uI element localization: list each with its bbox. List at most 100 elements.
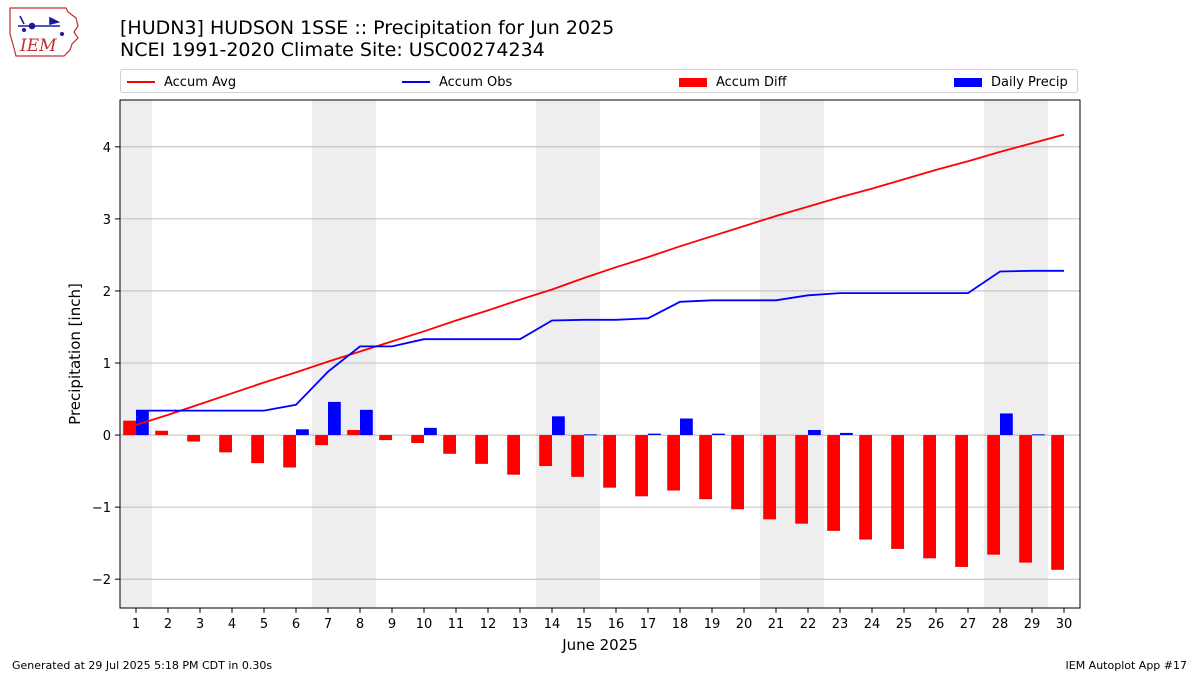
x-tick-label: 15 — [576, 617, 593, 632]
accum-diff-bar — [859, 435, 872, 540]
y-tick-label: 3 — [103, 213, 111, 228]
x-tick-label: 17 — [640, 617, 657, 632]
accum-diff-bar — [219, 435, 232, 453]
legend-item-accum-diff: Accum Diff — [679, 73, 787, 91]
iowa-state-outline — [9, 7, 79, 57]
accum-diff-bar — [827, 435, 840, 531]
daily-precip-bar — [712, 433, 725, 436]
x-tick-label: 4 — [228, 617, 236, 632]
logo-text: IEM — [19, 36, 57, 56]
legend-label-accum-obs: Accum Obs — [439, 74, 513, 90]
x-tick-label: 30 — [1056, 617, 1073, 632]
legend-swatch-accum-diff — [679, 77, 707, 87]
legend-item-daily-precip: Daily Precip — [954, 73, 1068, 91]
bars — [123, 401, 1064, 570]
accum-diff-bar — [1051, 435, 1064, 570]
daily-precip-bar — [296, 429, 309, 436]
y-tick-label: −2 — [92, 573, 111, 588]
iem-logo: IEM — [9, 7, 79, 57]
accum-diff-bar — [347, 430, 360, 436]
accum-diff-bar — [955, 435, 968, 567]
daily-precip-bar — [648, 433, 661, 436]
accum-diff-bar — [891, 435, 904, 549]
x-tick-label: 24 — [864, 617, 881, 632]
accum-diff-bar — [667, 435, 680, 491]
chart-title: [HUDN3] HUDSON 1SSE :: Precipitation for… — [120, 17, 615, 39]
legend-label-accum-avg: Accum Avg — [164, 74, 237, 90]
x-tick-label: 26 — [928, 617, 945, 632]
accum-diff-bar — [443, 435, 456, 454]
weekend-shade-3 — [760, 100, 824, 608]
daily-precip-bar — [328, 401, 341, 436]
x-tick-label: 23 — [832, 617, 849, 632]
daily-precip-bar — [552, 416, 565, 436]
x-tick-label: 25 — [896, 617, 913, 632]
accum-diff-bar — [187, 435, 200, 442]
x-tick-label: 7 — [324, 617, 332, 632]
legend-label-daily-precip: Daily Precip — [991, 74, 1068, 90]
x-tick-label: 6 — [292, 617, 300, 632]
chart-subtitle: NCEI 1991-2020 Climate Site: USC00274234 — [120, 39, 545, 61]
x-tick-label: 10 — [416, 617, 433, 632]
accum-diff-bar — [379, 435, 392, 441]
accum-diff-bar — [923, 435, 936, 559]
daily-precip-bar — [424, 427, 437, 436]
generated-timestamp: Generated at 29 Jul 2025 5:18 PM CDT in … — [12, 659, 273, 672]
x-tick-label: 29 — [1024, 617, 1041, 632]
accum-diff-bar — [635, 435, 648, 497]
x-tick-label: 14 — [544, 617, 561, 632]
accum-diff-bar — [315, 435, 328, 446]
accum-avg-line — [135, 133, 1065, 426]
lines — [135, 133, 1065, 426]
x-tick-label: 19 — [704, 617, 721, 632]
y-tick-label: 2 — [103, 285, 111, 300]
x-tick-label: 18 — [672, 617, 689, 632]
x-tick-label: 28 — [992, 617, 1009, 632]
x-tick-label: 1 — [132, 617, 140, 632]
weekend-shade-1 — [312, 100, 376, 608]
legend-item-accum-obs: Accum Obs — [402, 73, 512, 91]
daily-precip-bar — [584, 434, 597, 436]
x-tick-label: 12 — [480, 617, 497, 632]
y-tick-label: 4 — [103, 141, 111, 156]
daily-precip-bar — [808, 430, 821, 436]
daily-precip-bar — [1000, 413, 1013, 436]
y-tick-label: −1 — [92, 501, 111, 516]
daily-precip-bar — [1032, 434, 1045, 436]
accum-diff-bar — [251, 435, 264, 464]
x-tick-label: 27 — [960, 617, 977, 632]
weekend-shade-2 — [536, 100, 600, 608]
x-axis-label: June 2025 — [561, 636, 638, 654]
x-tick-label: 16 — [608, 617, 625, 632]
x-tick-label: 9 — [388, 617, 396, 632]
accum-diff-bar — [411, 435, 424, 443]
x-tick-label: 20 — [736, 617, 753, 632]
y-tick-label: 0 — [103, 429, 111, 444]
accum-diff-bar — [155, 430, 168, 436]
accum-diff-bar — [475, 435, 488, 464]
accum-diff-bar — [571, 435, 584, 477]
accum-diff-bar — [731, 435, 744, 510]
y-tick-label: 1 — [103, 357, 111, 372]
accum-diff-bar — [763, 435, 776, 520]
accum-obs-line — [136, 269, 1064, 412]
legend-label-accum-diff: Accum Diff — [716, 74, 787, 90]
legend-swatch-accum-obs — [402, 81, 430, 83]
y-axis-label: Precipitation [inch] — [66, 283, 84, 425]
gridlines — [120, 146, 1080, 580]
accum-diff-bar — [699, 435, 712, 500]
weather-station-icon — [18, 15, 64, 36]
accum-diff-bar — [283, 435, 296, 468]
x-tick-label: 5 — [260, 617, 268, 632]
daily-precip-bar — [840, 432, 853, 436]
weekend-shading — [120, 100, 1048, 608]
x-tick-label: 11 — [448, 617, 465, 632]
app-label: IEM Autoplot App #17 — [1065, 659, 1188, 672]
accum-diff-bar — [539, 435, 552, 467]
accum-diff-bar — [603, 435, 616, 488]
x-tick-label: 2 — [164, 617, 172, 632]
x-tick-label: 21 — [768, 617, 785, 632]
accum-diff-bar — [123, 420, 136, 436]
x-tick-label: 3 — [196, 617, 204, 632]
